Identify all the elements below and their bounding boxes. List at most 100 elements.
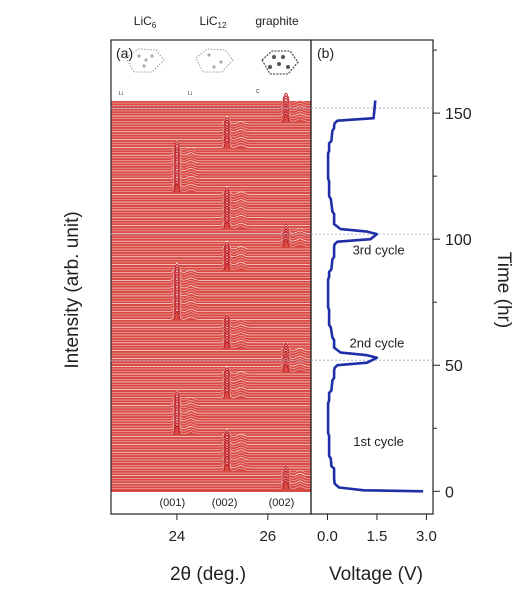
xrd-trace	[111, 347, 311, 357]
xrd-trace	[111, 167, 311, 179]
xrd-peak	[282, 348, 290, 356]
xrd-trace	[111, 115, 311, 125]
xrd-trace	[111, 381, 311, 390]
xrd-trace	[111, 253, 311, 263]
xrd-peak	[223, 453, 231, 461]
xrd-peak	[223, 119, 231, 127]
xrd-peak	[223, 132, 231, 140]
xrd-trace	[111, 440, 311, 450]
xrd-trace	[111, 201, 311, 211]
panel-b-x-axis-title: Voltage (V)	[329, 564, 423, 585]
xrd-peak	[282, 481, 290, 489]
xrd-trace	[111, 443, 311, 453]
xrd-trace	[111, 418, 311, 430]
xrd-trace	[111, 133, 311, 143]
xrd-peak	[223, 135, 231, 143]
phase-label-graphite: graphite	[255, 14, 299, 28]
xrd-trace	[111, 180, 311, 192]
xrd-peak	[223, 247, 231, 255]
cycle-label: 1st cycle	[353, 434, 404, 449]
xrd-peak	[282, 95, 290, 104]
xrd-peak	[282, 100, 290, 109]
xrd-peak	[223, 124, 231, 132]
xrd-trace	[111, 470, 311, 479]
xrd-trace	[111, 245, 311, 255]
xrd-trace	[111, 388, 311, 398]
xrd-trace	[111, 438, 311, 448]
xrd-trace	[111, 298, 311, 310]
xrd-trace	[111, 269, 311, 281]
xrd-peak	[223, 455, 231, 463]
xrd-peak	[223, 197, 231, 205]
xrd-trace	[111, 448, 311, 458]
xrd-trace	[111, 123, 311, 133]
reflection-label: (002)	[269, 497, 295, 509]
xrd-peak	[223, 190, 231, 198]
panel-b-frame	[310, 39, 434, 515]
xrd-trace	[111, 250, 311, 260]
xrd-peak	[282, 238, 290, 247]
xrd-trace	[111, 331, 311, 341]
xrd-trace	[111, 102, 311, 112]
xrd-peak	[282, 355, 290, 364]
xrd-trace	[111, 360, 312, 370]
xrd-peak	[223, 205, 231, 213]
xrd-trace	[111, 279, 311, 291]
xrd-trace	[111, 433, 311, 443]
xrd-trace	[111, 336, 311, 346]
phase-label-licx-1: LiC6	[134, 14, 157, 30]
xrd-peak	[223, 333, 231, 341]
xrd-peak	[282, 108, 290, 117]
xrd-trace	[111, 370, 311, 380]
xrd-peak	[223, 244, 231, 252]
xrd-peak	[282, 225, 290, 234]
xrd-peak	[282, 478, 290, 487]
xrd-trace	[111, 105, 311, 114]
xrd-peak	[223, 322, 231, 330]
xrd-peak	[223, 440, 231, 448]
xrd-trace	[111, 165, 311, 177]
xrd-trace	[111, 138, 311, 148]
xrd-peak	[223, 369, 231, 377]
svg-text:Li: Li	[119, 91, 123, 97]
xrd-trace	[111, 451, 311, 461]
xrd-trace	[111, 225, 311, 234]
xrd-trace	[111, 209, 311, 219]
cycle-label: 2nd cycle	[349, 336, 404, 351]
xrd-trace	[111, 472, 311, 482]
xrd-trace	[111, 157, 311, 169]
panel-b-label: (b)	[317, 45, 334, 61]
xrd-trace	[111, 139, 311, 151]
xrd-trace	[111, 365, 311, 375]
svg-text:Li: Li	[188, 91, 192, 97]
xrd-peak	[173, 183, 181, 192]
xrd-trace	[111, 117, 311, 127]
xrd-peak	[282, 361, 290, 370]
xrd-trace	[111, 222, 311, 232]
xrd-peak	[282, 223, 290, 231]
xrd-stack-background	[111, 101, 311, 492]
xrd-trace	[111, 321, 311, 331]
xrd-trace	[111, 256, 311, 265]
reflection-label-strip	[111, 492, 311, 514]
xrd-peak	[223, 249, 231, 257]
xrd-trace	[111, 285, 311, 297]
xrd-peak	[223, 325, 231, 333]
xrd-peak	[223, 315, 231, 323]
xrd-trace	[111, 203, 311, 213]
xrd-trace	[111, 290, 311, 302]
xrd-peak	[223, 445, 231, 453]
xrd-peak	[282, 468, 290, 476]
cycle-label: 3rd cycle	[353, 242, 405, 257]
xrd-peak	[282, 233, 290, 242]
xrd-trace	[111, 144, 311, 156]
xrd-trace	[111, 113, 312, 122]
xrd-peak	[223, 218, 231, 226]
xrd-trace	[111, 95, 311, 104]
xrd-peak	[223, 338, 231, 346]
reflection-labels: (001) (002) (002)	[160, 497, 295, 509]
xrd-trace	[111, 410, 311, 422]
xrd-trace	[111, 303, 311, 315]
xrd-peak	[223, 442, 231, 450]
phase-label-licx-2: LiC12	[200, 14, 227, 30]
